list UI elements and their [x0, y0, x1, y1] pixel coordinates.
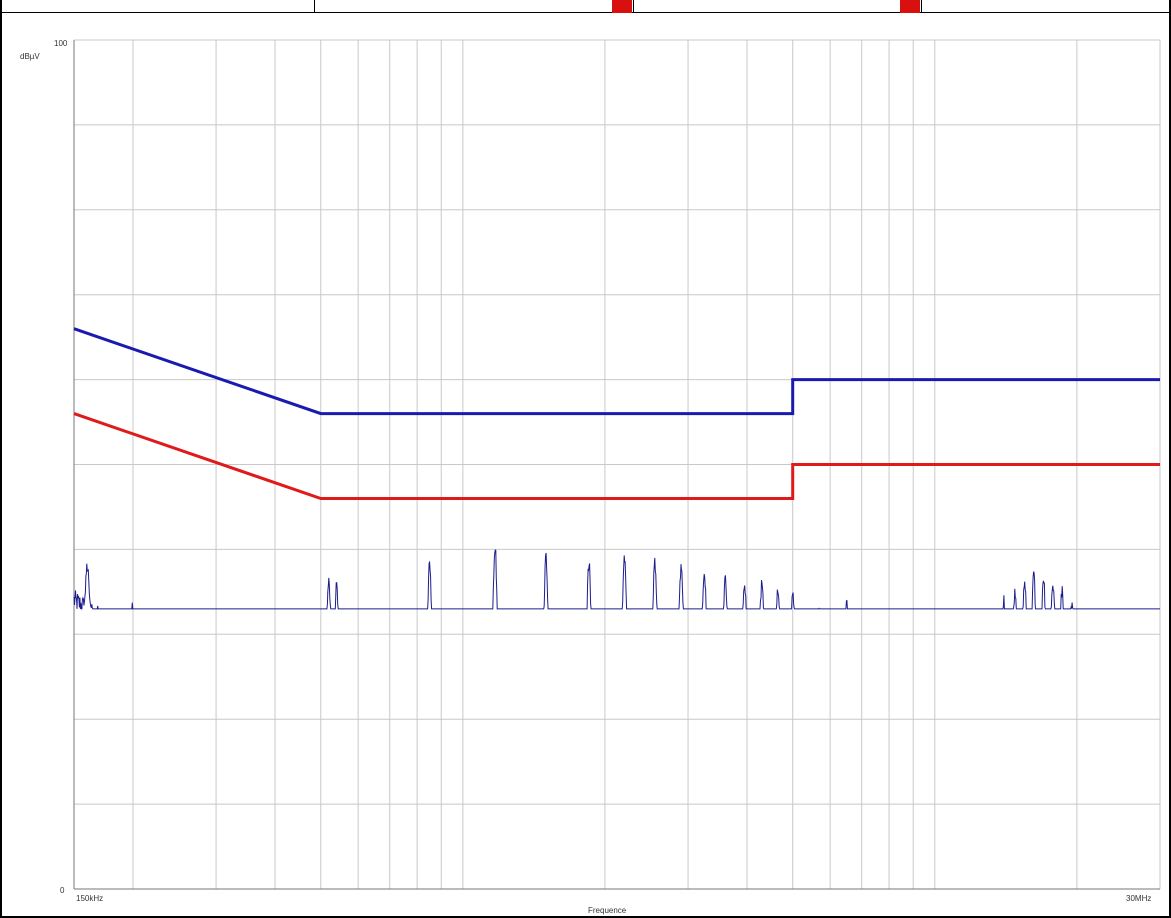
emission-chart: 100 dBµV 0 150kHz 30MHz Frequence	[20, 39, 1161, 915]
header-cell-divider	[921, 0, 922, 13]
x-tick-label-right: 30MHz	[1126, 894, 1151, 903]
y-tick-label-top: 100	[54, 39, 68, 48]
series-layer	[73, 327, 1160, 610]
y-tick-label-bottom: 0	[60, 886, 65, 895]
measurement-trace	[73, 549, 1160, 610]
y-axis-label: dBµV	[20, 52, 40, 61]
header-cell-divider	[633, 0, 634, 13]
header-strip	[0, 0, 1171, 13]
header-red-marker	[900, 0, 920, 13]
x-tick-label-left: 150kHz	[76, 894, 103, 903]
header-bottom-rule	[0, 0, 1171, 13]
quasi-peak-limit-line	[73, 327, 1160, 416]
header-cell-divider	[314, 0, 315, 13]
header-red-marker	[612, 0, 632, 13]
average-limit-line	[73, 412, 1160, 500]
x-axis-label: Frequence	[588, 906, 627, 915]
